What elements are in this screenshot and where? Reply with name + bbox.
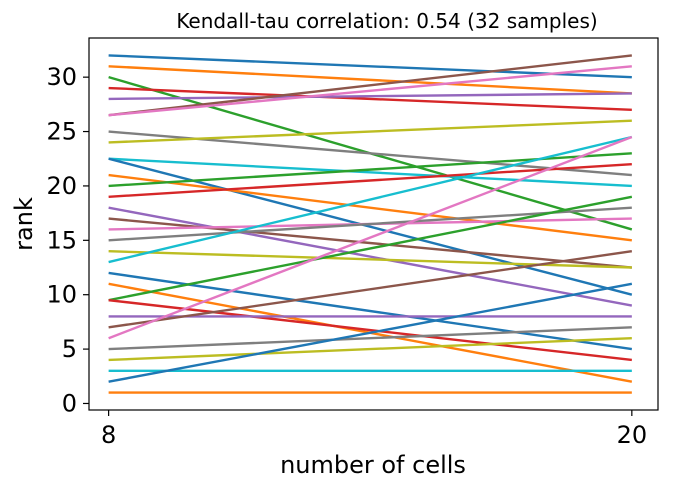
series-line-12	[108, 173, 632, 242]
y-tick-label: 30	[46, 63, 77, 91]
y-axis: 0 5 10 15 20 25 30	[46, 63, 89, 417]
series-line-27	[108, 135, 633, 340]
series-line-31	[108, 282, 633, 383]
series-line-20	[108, 135, 633, 264]
series-line-7	[108, 65, 632, 117]
x-tick-label: 8	[101, 421, 116, 449]
series-line-2	[108, 65, 632, 95]
y-tick-label: 0	[62, 389, 77, 417]
y-tick-label: 25	[46, 118, 77, 146]
series-line-4	[108, 86, 632, 111]
y-axis-label: rank	[10, 197, 38, 251]
series-lines	[108, 54, 633, 394]
y-tick-label: 15	[46, 226, 77, 254]
series-line-9	[108, 119, 632, 144]
series-line-23	[108, 195, 633, 302]
x-tick-label: 20	[617, 421, 648, 449]
y-tick-label: 10	[46, 281, 77, 309]
series-line-26	[108, 250, 633, 329]
x-axis-label: number of cells	[280, 451, 466, 479]
plot-frame	[88, 37, 659, 411]
x-axis: 8 20	[101, 410, 647, 449]
y-tick-label: 20	[46, 172, 77, 200]
chart-title: Kendall-tau correlation: 0.54 (32 sample…	[176, 9, 597, 33]
series-line-28	[108, 326, 632, 351]
series-line-24	[108, 298, 632, 362]
y-tick-label: 5	[62, 335, 77, 363]
series-line-6	[108, 54, 632, 117]
series-line-29	[108, 337, 632, 362]
series-line-15	[108, 206, 633, 307]
series-line-21	[108, 271, 633, 351]
series-line-10	[108, 157, 632, 188]
series-line-5	[108, 92, 632, 101]
